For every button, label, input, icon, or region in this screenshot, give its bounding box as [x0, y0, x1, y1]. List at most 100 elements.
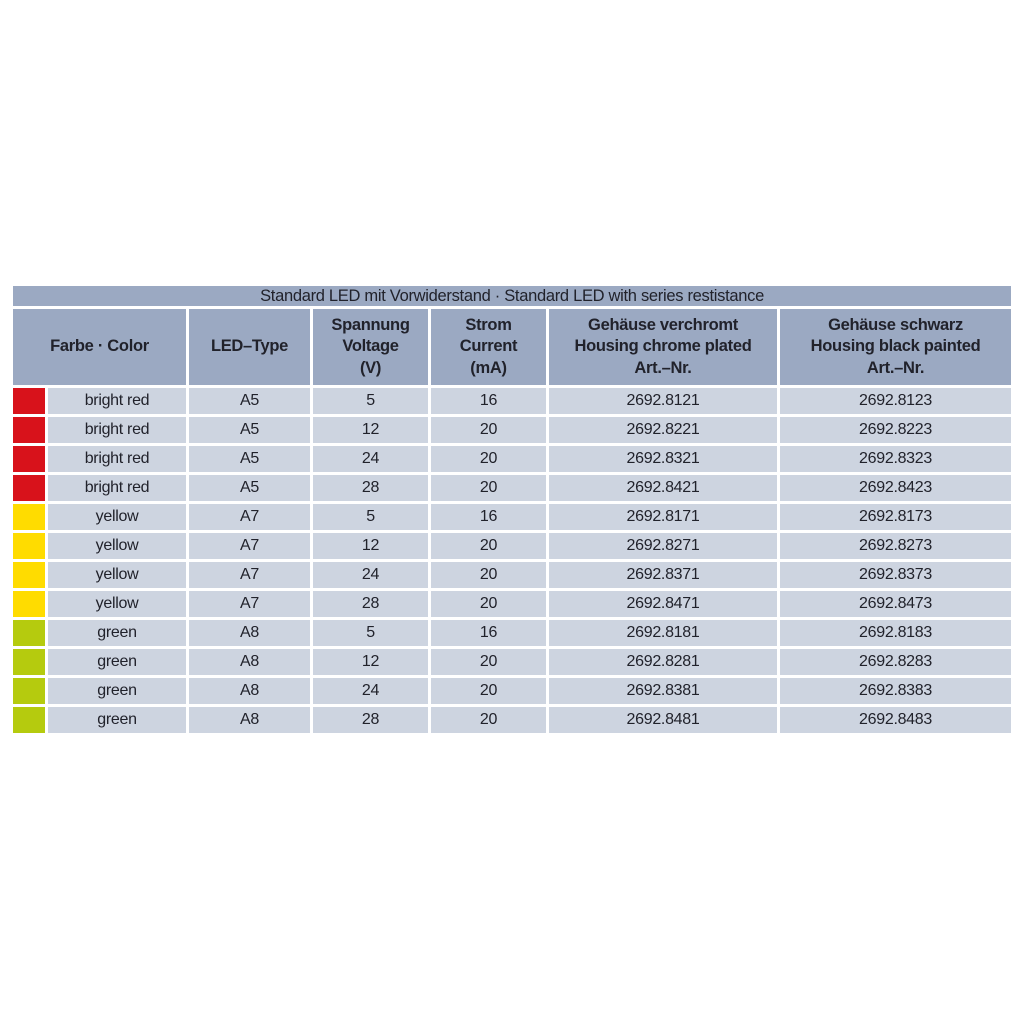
cell-art-chrome: 2692.8271: [549, 533, 777, 559]
table-row: yellow A7 24 20 2692.8371 2692.8373: [13, 562, 1012, 588]
cell-current: 20: [431, 649, 546, 675]
cell-art-black: 2692.8423: [780, 475, 1012, 501]
cell-art-chrome: 2692.8171: [549, 504, 777, 530]
cell-current: 20: [431, 678, 546, 704]
cell-art-chrome: 2692.8121: [549, 388, 777, 414]
color-swatch-green: [13, 649, 45, 675]
table-row: green A8 24 20 2692.8381 2692.8383: [13, 678, 1012, 704]
cell-color-name: bright red: [48, 475, 186, 501]
table-row: yellow A7 5 16 2692.8171 2692.8173: [13, 504, 1012, 530]
cell-art-chrome: 2692.8371: [549, 562, 777, 588]
cell-current: 16: [431, 620, 546, 646]
cell-led-type: A5: [189, 446, 310, 472]
color-swatch-red: [13, 446, 45, 472]
cell-voltage: 24: [313, 678, 428, 704]
table-row: bright red A5 12 20 2692.8221 2692.8223: [13, 417, 1012, 443]
color-swatch-green: [13, 620, 45, 646]
cell-voltage: 24: [313, 562, 428, 588]
cell-voltage: 12: [313, 649, 428, 675]
table-title: Standard LED mit Vorwiderstand · Standar…: [13, 286, 1012, 306]
column-header-led-type: LED–Type: [189, 309, 310, 385]
cell-art-chrome: 2692.8421: [549, 475, 777, 501]
cell-voltage: 24: [313, 446, 428, 472]
cell-art-chrome: 2692.8321: [549, 446, 777, 472]
column-header-art-black: Gehäuse schwarz Housing black painted Ar…: [780, 309, 1012, 385]
color-swatch-green: [13, 707, 45, 733]
cell-current: 20: [431, 533, 546, 559]
cell-voltage: 12: [313, 417, 428, 443]
table-row: green A8 12 20 2692.8281 2692.8283: [13, 649, 1012, 675]
cell-current: 16: [431, 504, 546, 530]
cell-art-chrome: 2692.8221: [549, 417, 777, 443]
cell-voltage: 28: [313, 475, 428, 501]
cell-color-name: bright red: [48, 417, 186, 443]
table-row: bright red A5 24 20 2692.8321 2692.8323: [13, 446, 1012, 472]
color-swatch-red: [13, 388, 45, 414]
cell-led-type: A7: [189, 504, 310, 530]
cell-art-black: 2692.8283: [780, 649, 1012, 675]
cell-current: 20: [431, 591, 546, 617]
cell-art-black: 2692.8183: [780, 620, 1012, 646]
color-swatch-yellow: [13, 562, 45, 588]
table-row: yellow A7 28 20 2692.8471 2692.8473: [13, 591, 1012, 617]
table-row: yellow A7 12 20 2692.8271 2692.8273: [13, 533, 1012, 559]
cell-color-name: yellow: [48, 562, 186, 588]
cell-led-type: A5: [189, 417, 310, 443]
led-table: Standard LED mit Vorwiderstand · Standar…: [10, 283, 1015, 736]
cell-art-chrome: 2692.8281: [549, 649, 777, 675]
cell-current: 20: [431, 446, 546, 472]
header-row: Farbe · Color LED–Type Spannung Voltage …: [13, 309, 1012, 385]
column-header-current: Strom Current (mA): [431, 309, 546, 385]
cell-led-type: A7: [189, 562, 310, 588]
cell-art-black: 2692.8383: [780, 678, 1012, 704]
table-row: green A8 28 20 2692.8481 2692.8483: [13, 707, 1012, 733]
table-row: bright red A5 5 16 2692.8121 2692.8123: [13, 388, 1012, 414]
cell-color-name: green: [48, 620, 186, 646]
cell-current: 16: [431, 388, 546, 414]
column-header-color: Farbe · Color: [13, 309, 186, 385]
cell-voltage: 5: [313, 620, 428, 646]
cell-color-name: yellow: [48, 504, 186, 530]
table-row: green A8 5 16 2692.8181 2692.8183: [13, 620, 1012, 646]
cell-color-name: green: [48, 707, 186, 733]
cell-led-type: A5: [189, 388, 310, 414]
cell-art-black: 2692.8483: [780, 707, 1012, 733]
cell-led-type: A7: [189, 591, 310, 617]
cell-current: 20: [431, 707, 546, 733]
cell-art-black: 2692.8323: [780, 446, 1012, 472]
color-swatch-yellow: [13, 504, 45, 530]
cell-color-name: yellow: [48, 533, 186, 559]
cell-led-type: A8: [189, 707, 310, 733]
cell-color-name: bright red: [48, 446, 186, 472]
cell-art-chrome: 2692.8381: [549, 678, 777, 704]
color-swatch-green: [13, 678, 45, 704]
cell-voltage: 12: [313, 533, 428, 559]
color-swatch-red: [13, 417, 45, 443]
cell-color-name: green: [48, 649, 186, 675]
cell-led-type: A8: [189, 620, 310, 646]
column-header-art-chrome: Gehäuse verchromt Housing chrome plated …: [549, 309, 777, 385]
cell-art-chrome: 2692.8181: [549, 620, 777, 646]
color-swatch-yellow: [13, 591, 45, 617]
cell-color-name: yellow: [48, 591, 186, 617]
cell-voltage: 28: [313, 707, 428, 733]
cell-art-black: 2692.8273: [780, 533, 1012, 559]
cell-art-black: 2692.8223: [780, 417, 1012, 443]
column-header-voltage: Spannung Voltage (V): [313, 309, 428, 385]
color-swatch-yellow: [13, 533, 45, 559]
cell-led-type: A5: [189, 475, 310, 501]
cell-current: 20: [431, 562, 546, 588]
cell-color-name: green: [48, 678, 186, 704]
cell-led-type: A8: [189, 649, 310, 675]
cell-led-type: A7: [189, 533, 310, 559]
cell-art-black: 2692.8123: [780, 388, 1012, 414]
cell-art-chrome: 2692.8481: [549, 707, 777, 733]
cell-art-black: 2692.8473: [780, 591, 1012, 617]
title-row: Standard LED mit Vorwiderstand · Standar…: [13, 286, 1012, 306]
cell-art-chrome: 2692.8471: [549, 591, 777, 617]
color-swatch-red: [13, 475, 45, 501]
cell-current: 20: [431, 417, 546, 443]
cell-voltage: 5: [313, 388, 428, 414]
table-row: bright red A5 28 20 2692.8421 2692.8423: [13, 475, 1012, 501]
